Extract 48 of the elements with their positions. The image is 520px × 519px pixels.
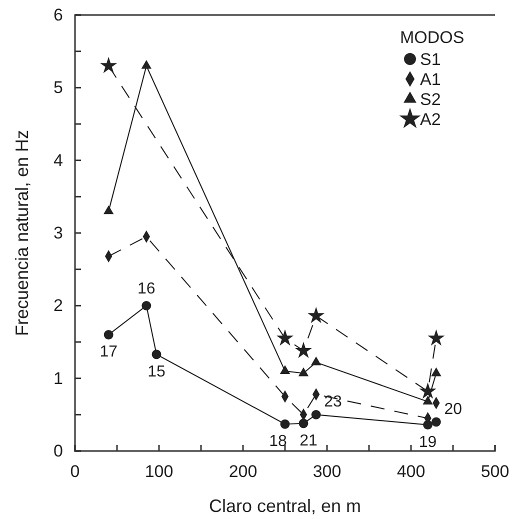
legend-label: A2 (420, 110, 441, 129)
annotation: 16 (138, 280, 156, 298)
annotation: 15 (148, 363, 166, 380)
point (280, 365, 290, 374)
y-tick-label: 6 (54, 5, 63, 24)
point (431, 367, 442, 376)
x-tick-label: 400 (396, 462, 426, 482)
point (294, 342, 312, 358)
annotation: 23 (324, 394, 342, 411)
point (311, 410, 321, 420)
y-tick-label: 2 (54, 296, 63, 316)
x-tick-label: 200 (228, 462, 258, 482)
x-tick-label: 500 (480, 462, 510, 482)
y-tick-label: 5 (54, 78, 63, 98)
point (100, 56, 118, 74)
point (298, 367, 309, 376)
x-axis-title: Claro central, en m (208, 496, 362, 516)
y-tick-label: 3 (54, 223, 63, 242)
y-tick-label: 0 (54, 441, 63, 460)
annotation: 21 (300, 432, 318, 450)
point (104, 330, 114, 340)
point (428, 329, 445, 346)
annotation: 17 (100, 344, 118, 361)
point (298, 418, 308, 428)
point (419, 382, 436, 399)
point (152, 350, 162, 360)
y-tick-label: 1 (54, 368, 63, 388)
annotation: 20 (444, 400, 462, 418)
legend-title: MODOS (400, 28, 464, 47)
x-tick-label: 0 (70, 462, 80, 482)
legend-label: A1 (420, 70, 441, 89)
point (310, 356, 322, 366)
annotation: 18 (269, 433, 287, 450)
legend-label: S1 (420, 50, 441, 69)
point (431, 417, 441, 427)
legend-label: S2 (420, 90, 441, 109)
point (141, 60, 152, 69)
point (104, 205, 114, 214)
point (276, 329, 294, 346)
point (280, 419, 290, 429)
y-tick-label: 4 (54, 150, 63, 170)
point (142, 300, 152, 310)
point (308, 306, 325, 324)
x-tick-label: 300 (312, 462, 342, 482)
point (422, 396, 433, 405)
x-tick-label: 100 (144, 462, 174, 482)
y-axis-title: Frecuencia natural, en Hz (12, 130, 32, 336)
annotation: 19 (418, 434, 437, 451)
